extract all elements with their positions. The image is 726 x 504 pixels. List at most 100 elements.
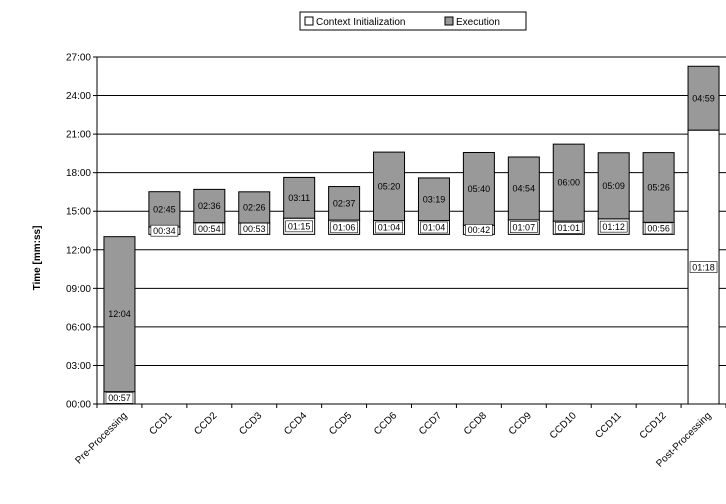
- bar-ccd4: 03:11 01:15: [283, 176, 316, 235]
- x-tick-label: CCD4: [282, 410, 309, 437]
- x-tick-label: CCD3: [237, 410, 264, 437]
- x-tick-label: Pre-Processing: [73, 410, 129, 466]
- y-tick-label: 21:00: [66, 130, 91, 141]
- x-axis-tick-labels: Pre-Processing CCD1 CCD2 CCD3 CCD4 CCD5 CCD6 CC…: [73, 410, 713, 470]
- bar-ccd1: 02:45 00:34: [148, 191, 181, 237]
- y-tick-label: 15:00: [66, 207, 91, 218]
- data-label-context-initialization: 00:42: [468, 225, 491, 235]
- bar-ccd7: 03:19 01:04: [417, 177, 450, 235]
- data-label-context-initialization: 00:54: [198, 224, 221, 234]
- x-tick-label: CCD1: [147, 410, 174, 437]
- data-label-box: [375, 221, 403, 234]
- data-label-execution: 12:04: [108, 309, 131, 319]
- bar-ccd9: 04:54 01:07: [507, 156, 540, 235]
- data-label-context-initialization: 00:57: [108, 393, 131, 403]
- data-label-execution: 03:19: [423, 194, 446, 204]
- x-tick-label: CCD6: [372, 410, 399, 437]
- data-label-box: [195, 222, 224, 235]
- data-label-box: [644, 222, 673, 235]
- bar-ccd11: 05:09 01:12: [597, 152, 630, 235]
- data-label-context-initialization: 01:01: [557, 223, 580, 233]
- y-tick-label: 12:00: [66, 245, 91, 256]
- data-label-context-initialization: 01:06: [333, 222, 356, 232]
- data-label-context-initialization: 01:04: [423, 223, 446, 233]
- data-label-execution: 02:26: [243, 202, 266, 212]
- data-label-context-initialization: 01:15: [288, 222, 311, 232]
- bar-ccd2: 02:36 00:54: [193, 188, 226, 235]
- bar-segment-execution: [642, 152, 675, 223]
- data-label-execution: 02:37: [333, 198, 356, 208]
- y-axis-label: Time [mm:ss]: [32, 226, 43, 291]
- bar-segment-execution: [193, 188, 226, 224]
- data-label-execution: 04:54: [513, 183, 536, 193]
- x-tick-label: CCD5: [327, 410, 354, 437]
- x-tick-label: CCD2: [192, 410, 219, 437]
- data-label-context-initialization: 00:53: [243, 224, 266, 234]
- legend-box: [299, 11, 527, 31]
- legend-entry: Execution: [456, 17, 500, 28]
- legend-swatch: [444, 16, 454, 26]
- y-axis-ticks: 00:00 03:00 06:00 09:00 12:00 15:00 18:00 21:00…: [66, 53, 97, 411]
- data-label-execution: 05:40: [468, 184, 491, 194]
- data-label-box: [285, 220, 313, 233]
- y-tick-label: 09:00: [66, 284, 91, 295]
- data-label-context-initialization: 00:56: [647, 224, 670, 234]
- data-label-box: [150, 224, 179, 237]
- data-label-box: [465, 224, 493, 236]
- data-label-context-initialization: 01:12: [602, 222, 625, 232]
- bar-segment-execution: [103, 236, 136, 393]
- data-label-box: [105, 392, 134, 404]
- bar-ccd10: 06:00 01:01: [552, 143, 585, 235]
- data-label-execution: 04:59: [692, 93, 715, 103]
- data-label-box: [554, 222, 583, 234]
- x-tick-label: CCD7: [417, 410, 444, 437]
- legend-entry: Context Initialization: [316, 17, 406, 28]
- x-tick-label: CCD12: [638, 410, 669, 441]
- x-tick-label: CCD10: [548, 410, 579, 441]
- bar-ccd12: 05:26 00:56: [642, 152, 675, 235]
- data-label-box: [510, 221, 538, 233]
- data-label-box: [330, 221, 358, 234]
- x-tick-label: CCD8: [462, 410, 489, 437]
- bar-post-processing: 04:59 01:18: [687, 65, 720, 405]
- bar-pre-processing: 12:04 00:57: [103, 236, 136, 405]
- data-label-box: [599, 220, 628, 233]
- bar-segment-execution: [597, 152, 630, 220]
- bar-ccd5: 02:37 01:06: [328, 186, 361, 235]
- data-label-execution: 02:45: [153, 204, 176, 214]
- data-label-box: [420, 221, 448, 234]
- bar-segment-execution: [462, 151, 495, 226]
- data-label-context-initialization: 01:07: [513, 222, 536, 232]
- y-tick-label: 06:00: [66, 322, 91, 333]
- bar-ccd6: 05:20 01:04: [373, 151, 406, 235]
- bar-ccd3: 02:26 00:53: [238, 191, 271, 235]
- data-label-execution: 05:26: [647, 183, 670, 193]
- data-label-execution: 05:09: [602, 181, 625, 191]
- bar-segment-execution: [238, 191, 271, 224]
- y-tick-label: 00:00: [66, 400, 91, 411]
- x-tick-label: CCD11: [593, 410, 624, 441]
- y-tick-label: 27:00: [66, 53, 91, 64]
- bar-segment-execution: [283, 176, 316, 219]
- legend-swatch: [304, 16, 314, 26]
- data-label-box: [689, 261, 718, 273]
- data-label-context-initialization: 00:34: [153, 226, 176, 236]
- legend: Context Initialization Execution: [299, 11, 527, 31]
- data-label-execution: 02:36: [198, 201, 221, 211]
- bar-segment-execution: [373, 151, 406, 222]
- data-label-context-initialization: 01:18: [692, 262, 715, 272]
- data-label-context-initialization: 01:04: [378, 223, 401, 233]
- gridlines: [97, 56, 726, 405]
- bars: 12:04 00:57 02:45 00:34 02:36 00:54 02:26 00:53…: [103, 65, 720, 405]
- x-tick-label: CCD9: [507, 410, 534, 437]
- data-label-execution: 05:20: [378, 181, 401, 191]
- bar-segment-execution: [417, 177, 450, 222]
- y-tick-label: 24:00: [66, 91, 91, 102]
- y-tick-label: 03:00: [66, 361, 91, 372]
- data-label-execution: 03:11: [288, 193, 310, 203]
- y-tick-label: 18:00: [66, 168, 91, 179]
- bar-ccd8: 05:40 00:42: [462, 151, 495, 236]
- bar-segment-execution: [148, 191, 181, 228]
- data-label-box: [240, 222, 269, 235]
